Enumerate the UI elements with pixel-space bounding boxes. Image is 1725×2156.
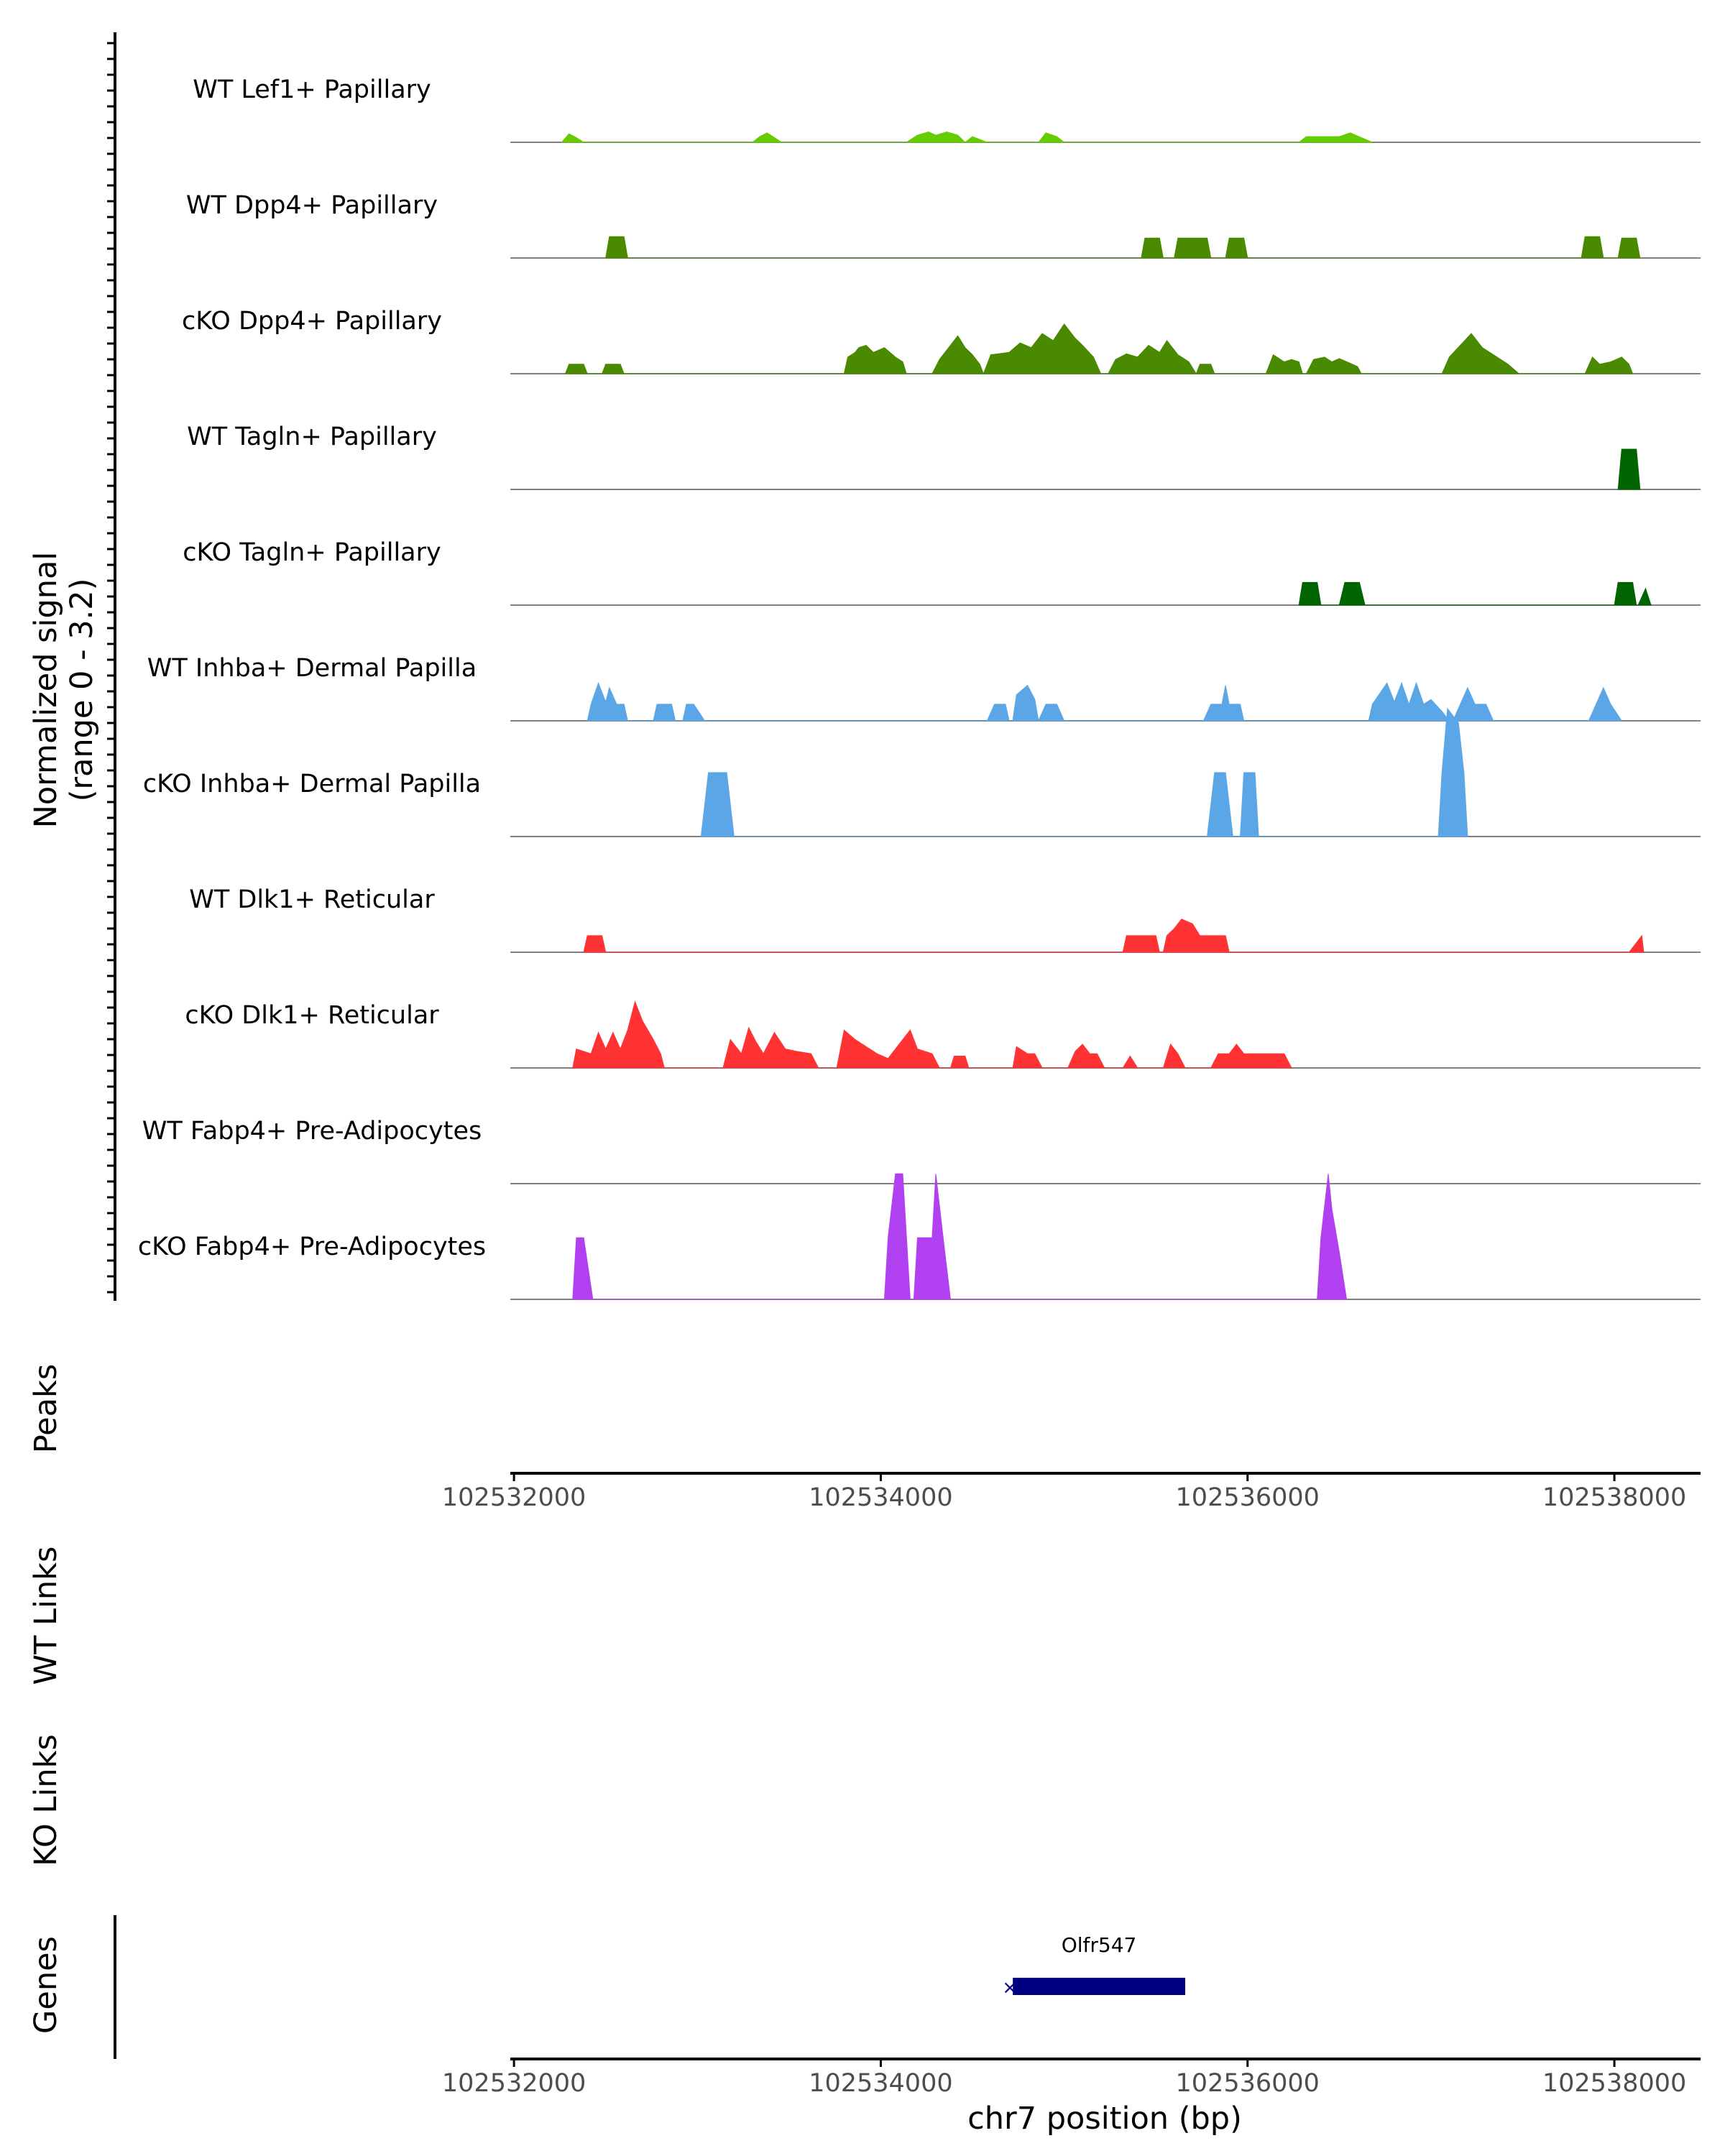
track-signal-area bbox=[1298, 581, 1652, 606]
track-label: WT Inhba+ Dermal Papilla bbox=[147, 654, 477, 683]
track: WT Fabp4+ Pre-Adipocytes bbox=[142, 1117, 1701, 1184]
track: cKO Dpp4+ Papillary bbox=[182, 307, 1701, 375]
x-axis-tick-label: 102532000 bbox=[442, 2069, 586, 2098]
track-signal-area bbox=[572, 1173, 1348, 1300]
track-signal-area bbox=[605, 236, 1641, 259]
gene-name-label: Olfr547 bbox=[1062, 1933, 1137, 1957]
signal-tracks: WT Lef1+ Papillary WT Dpp4+ Papillary cKO … bbox=[138, 75, 1701, 1300]
track-signal-area bbox=[586, 681, 1623, 722]
track: WT Dpp4+ Papillary bbox=[186, 191, 1701, 259]
y-axis-title: Normalized signal (range 0 - 3.2) bbox=[28, 552, 100, 829]
y-axis-title-line1: Normalized signal bbox=[28, 552, 64, 829]
track-signal-area bbox=[583, 918, 1644, 953]
y-axis-title-line2: (range 0 - 3.2) bbox=[64, 579, 100, 802]
track-label: WT Dpp4+ Papillary bbox=[186, 191, 438, 220]
gene-strand-glyph: × bbox=[1002, 1977, 1018, 1999]
track-label: WT Dlk1+ Reticular bbox=[189, 885, 435, 914]
track-signal-area bbox=[572, 1000, 1292, 1069]
track-label: WT Lef1+ Papillary bbox=[193, 75, 431, 104]
x-axis-title: chr7 position (bp) bbox=[967, 2101, 1242, 2137]
wt-links-panel-label: WT Links bbox=[28, 1547, 64, 1685]
gene-models: Olfr547 × bbox=[1002, 1933, 1185, 1999]
track: cKO Dlk1+ Reticular bbox=[185, 1000, 1701, 1069]
track: WT Lef1+ Papillary bbox=[193, 75, 1701, 143]
track: WT Dlk1+ Reticular bbox=[189, 885, 1701, 953]
x-axis-tick-label: 102538000 bbox=[1542, 1483, 1686, 1512]
track-label: cKO Inhba+ Dermal Papilla bbox=[143, 770, 481, 798]
track: cKO Tagln+ Papillary bbox=[183, 538, 1701, 606]
ko-links-panel-label: KO Links bbox=[28, 1734, 64, 1866]
track-signal-area bbox=[1617, 448, 1641, 490]
x-axis-tick-label: 102538000 bbox=[1542, 2069, 1686, 2098]
track-label: cKO Dpp4+ Papillary bbox=[182, 307, 442, 336]
track-signal-area bbox=[700, 707, 1468, 837]
x-axis-tick-label: 102534000 bbox=[809, 1483, 952, 1512]
x-axis-tick-label: 102536000 bbox=[1176, 2069, 1320, 2098]
x-axis-top: 102532000 102534000 102536000 102538000 bbox=[442, 1472, 1701, 1512]
genes-panel-label: Genes bbox=[28, 1936, 64, 2034]
track-label: WT Tagln+ Papillary bbox=[187, 423, 437, 451]
x-axis-tick-label: 102534000 bbox=[809, 2069, 952, 2098]
x-axis-tick-label: 102536000 bbox=[1176, 1483, 1320, 1512]
x-axis-bottom: 102532000 102534000 102536000 102538000 bbox=[442, 2058, 1701, 2098]
track: WT Inhba+ Dermal Papilla bbox=[147, 654, 1701, 722]
track: cKO Inhba+ Dermal Papilla bbox=[143, 707, 1701, 837]
track-label: cKO Dlk1+ Reticular bbox=[185, 1001, 439, 1030]
track: WT Tagln+ Papillary bbox=[187, 423, 1701, 490]
x-axis-tick-label: 102532000 bbox=[442, 1483, 586, 1512]
signal-y-axis-ticks bbox=[107, 42, 115, 1294]
track-signal-area bbox=[561, 131, 1373, 143]
track-label: cKO Tagln+ Papillary bbox=[183, 538, 441, 567]
gene-body bbox=[1013, 1978, 1185, 1995]
peaks-panel-label: Peaks bbox=[28, 1364, 64, 1454]
track: cKO Fabp4+ Pre-Adipocytes bbox=[138, 1173, 1701, 1300]
gene-model: Olfr547 × bbox=[1002, 1933, 1185, 1999]
track-signal-area bbox=[564, 323, 1634, 375]
track-label: cKO Fabp4+ Pre-Adipocytes bbox=[138, 1233, 486, 1261]
track-label: WT Fabp4+ Pre-Adipocytes bbox=[142, 1117, 482, 1146]
